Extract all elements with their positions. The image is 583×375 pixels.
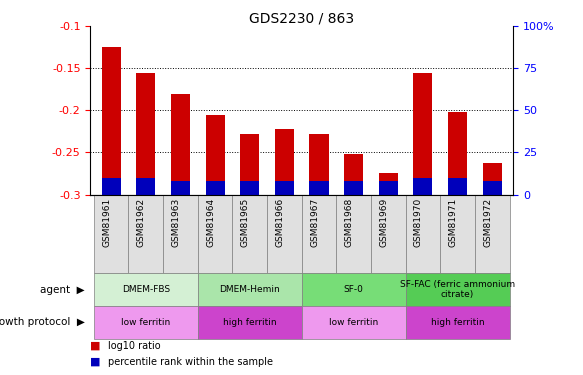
- Bar: [379, 181, 398, 195]
- Text: GSM81962: GSM81962: [137, 198, 146, 247]
- Text: GSM81971: GSM81971: [448, 198, 458, 247]
- Bar: [448, 112, 467, 195]
- Bar: [413, 178, 433, 195]
- Bar: [267, 195, 302, 273]
- Bar: [475, 195, 510, 273]
- Text: DMEM-Hemin: DMEM-Hemin: [219, 285, 280, 294]
- Bar: [198, 306, 302, 339]
- Bar: [483, 181, 502, 195]
- Text: GSM81963: GSM81963: [171, 198, 181, 247]
- Bar: [233, 195, 267, 273]
- Bar: [406, 306, 510, 339]
- Text: GSM81961: GSM81961: [102, 198, 111, 247]
- Text: ■: ■: [90, 357, 101, 367]
- Bar: [336, 195, 371, 273]
- Title: GDS2230 / 863: GDS2230 / 863: [249, 11, 354, 25]
- Bar: [171, 181, 190, 195]
- Bar: [371, 195, 406, 273]
- Bar: [379, 174, 398, 195]
- Bar: [310, 181, 329, 195]
- Bar: [240, 134, 259, 195]
- Text: SF-FAC (ferric ammonium
citrate): SF-FAC (ferric ammonium citrate): [400, 280, 515, 299]
- Text: agent  ▶: agent ▶: [40, 285, 85, 295]
- Text: high ferritin: high ferritin: [223, 318, 276, 327]
- Bar: [206, 115, 224, 195]
- Text: ■: ■: [90, 341, 101, 351]
- Text: percentile rank within the sample: percentile rank within the sample: [108, 357, 273, 367]
- Text: DMEM-FBS: DMEM-FBS: [122, 285, 170, 294]
- Bar: [406, 195, 440, 273]
- Bar: [310, 134, 329, 195]
- Text: low ferritin: low ferritin: [329, 318, 378, 327]
- Bar: [344, 181, 363, 195]
- Text: GSM81970: GSM81970: [414, 198, 423, 247]
- Text: growth protocol  ▶: growth protocol ▶: [0, 317, 85, 327]
- Bar: [413, 72, 433, 195]
- Bar: [171, 93, 190, 195]
- Text: GSM81964: GSM81964: [206, 198, 215, 247]
- Bar: [94, 306, 198, 339]
- Bar: [448, 178, 467, 195]
- Bar: [302, 273, 406, 306]
- Bar: [240, 181, 259, 195]
- Bar: [94, 273, 198, 306]
- Text: log10 ratio: log10 ratio: [108, 341, 160, 351]
- Text: GSM81966: GSM81966: [275, 198, 285, 247]
- Bar: [275, 129, 294, 195]
- Bar: [136, 178, 155, 195]
- Bar: [483, 162, 502, 195]
- Bar: [198, 195, 233, 273]
- Text: GSM81969: GSM81969: [380, 198, 388, 247]
- Bar: [136, 72, 155, 195]
- Bar: [302, 306, 406, 339]
- Text: GSM81968: GSM81968: [345, 198, 354, 247]
- Text: low ferritin: low ferritin: [121, 318, 170, 327]
- Bar: [406, 273, 510, 306]
- Bar: [128, 195, 163, 273]
- Text: GSM81972: GSM81972: [483, 198, 492, 247]
- Bar: [440, 195, 475, 273]
- Bar: [198, 273, 302, 306]
- Bar: [101, 47, 121, 195]
- Text: GSM81965: GSM81965: [241, 198, 250, 247]
- Bar: [206, 181, 224, 195]
- Text: SF-0: SF-0: [344, 285, 364, 294]
- Bar: [344, 154, 363, 195]
- Bar: [163, 195, 198, 273]
- Bar: [302, 195, 336, 273]
- Text: GSM81967: GSM81967: [310, 198, 319, 247]
- Bar: [275, 181, 294, 195]
- Bar: [101, 178, 121, 195]
- Bar: [94, 195, 128, 273]
- Text: high ferritin: high ferritin: [431, 318, 484, 327]
